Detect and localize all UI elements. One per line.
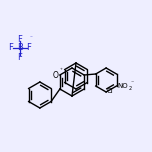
Text: B: B (17, 43, 23, 52)
Text: ⁻: ⁻ (29, 36, 32, 41)
Text: Cl: Cl (107, 88, 114, 94)
Text: F: F (9, 43, 13, 52)
Text: F: F (18, 35, 22, 43)
Text: O: O (53, 71, 59, 79)
Text: NO: NO (117, 83, 128, 89)
Text: 2: 2 (129, 85, 132, 90)
Text: ⁻: ⁻ (131, 81, 134, 86)
Text: F: F (18, 52, 22, 62)
Text: ⁺: ⁺ (59, 69, 62, 74)
Text: F: F (27, 43, 31, 52)
